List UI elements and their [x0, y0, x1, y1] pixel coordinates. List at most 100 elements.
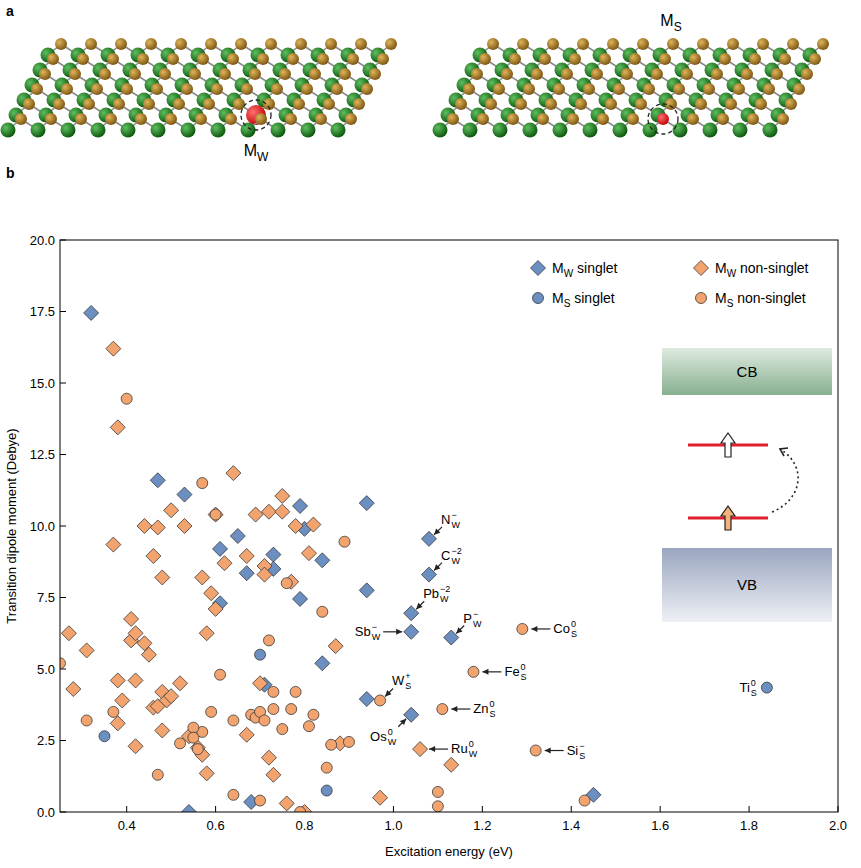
x-tick [126, 806, 127, 812]
x-tick [749, 806, 750, 812]
x-tick-label: 1.6 [651, 818, 669, 833]
data-point [261, 750, 276, 765]
data-point [81, 715, 92, 726]
data-point [259, 715, 270, 726]
y-tick-label: 17.5 [30, 304, 55, 319]
chalcogen-atom [339, 68, 351, 80]
annotation-text: Sb [355, 624, 371, 639]
metal-atom [553, 123, 568, 138]
data-point [188, 732, 199, 743]
chalcogen-atom [487, 38, 499, 50]
data-point [317, 606, 328, 617]
name-part: non-singlet [736, 260, 808, 276]
data-point [239, 566, 254, 581]
x-tick [660, 806, 661, 812]
data-point [155, 723, 170, 738]
data-point [373, 790, 388, 805]
data-point [177, 519, 192, 534]
annotation-label: W+S [392, 671, 411, 691]
data-point [306, 517, 321, 532]
chalcogen-atom [703, 83, 715, 95]
annotation-subscript: S [405, 681, 411, 691]
name-part: M [715, 290, 727, 306]
chalcogen-atom [295, 38, 307, 50]
spin-arrow [721, 506, 735, 530]
chalcogen-atom [785, 98, 797, 110]
data-point [99, 731, 110, 742]
data-point [290, 686, 301, 697]
annotation-superscript: 0 [571, 619, 576, 629]
chalcogen-atom [575, 98, 587, 110]
chalcogen-atom [741, 68, 753, 80]
annotation-superscript: − [473, 609, 478, 619]
chalcogen-atom [271, 83, 283, 95]
legend-marker [696, 293, 707, 304]
y-tick [60, 311, 66, 312]
data-point [199, 766, 214, 781]
annotation-text: N [441, 512, 450, 527]
data-point [210, 509, 221, 520]
data-point [437, 704, 448, 715]
data-point [275, 504, 290, 519]
y-tick [60, 383, 66, 384]
chalcogen-atom [235, 38, 247, 50]
x-tick-label: 0.6 [207, 818, 225, 833]
data-point [444, 757, 459, 772]
data-point [253, 676, 268, 691]
metal-atom [733, 123, 748, 138]
chalcogen-atom [167, 53, 179, 65]
data-point [359, 692, 374, 707]
name-part: singlet [570, 290, 614, 306]
chalcogen-atom [523, 83, 535, 95]
x-tick-label: 1.0 [384, 818, 402, 833]
data-point [413, 742, 428, 757]
chalcogen-atom [45, 113, 57, 125]
metal-atom [493, 123, 508, 138]
name-part: M [715, 260, 727, 276]
data-point [328, 639, 343, 654]
data-point [293, 498, 308, 513]
annotation-arrowhead [451, 706, 457, 712]
annotation: Ti0S [739, 678, 756, 698]
defect-ring [648, 104, 678, 134]
data-point [277, 724, 288, 735]
chalcogen-atom [309, 68, 321, 80]
chalcogen-atom [485, 98, 497, 110]
data-point [279, 796, 294, 811]
chalcogen-atom [531, 68, 543, 80]
chalcogen-atom [755, 98, 767, 110]
annotation-superscript: − [451, 510, 456, 520]
annotation-text: Co [553, 621, 570, 636]
chalcogen-atom [517, 38, 529, 50]
data-point [150, 520, 165, 535]
annotation-subscript: W [451, 520, 460, 530]
chalcogen-atom [211, 83, 223, 95]
chalcogen-atom [181, 83, 193, 95]
chalcogen-atom [697, 38, 709, 50]
legend-marker [533, 293, 544, 304]
chalcogen-atom [85, 38, 97, 50]
data-point [288, 519, 303, 534]
chalcogen-atom [225, 113, 237, 125]
data-point [255, 649, 266, 660]
chalcogen-atom [113, 98, 125, 110]
chalcogen-atom [463, 83, 475, 95]
chalcogen-atom [173, 98, 185, 110]
metal-atom [331, 123, 346, 138]
chalcogen-atom [547, 38, 559, 50]
data-point [268, 686, 279, 697]
data-point [215, 669, 226, 680]
annotation-label: Co0S [553, 619, 577, 639]
chalcogen-atom [757, 38, 769, 50]
chalcogen-atom [673, 83, 685, 95]
data-point [761, 682, 772, 693]
annotation-superscript: 0 [751, 678, 756, 688]
conduction-band [662, 348, 832, 395]
chalcogen-atom [175, 38, 187, 50]
chalcogen-atom [355, 38, 367, 50]
data-point [152, 769, 163, 780]
chalcogen-atom [61, 83, 73, 95]
chalcogen-atom [83, 98, 95, 110]
data-point [248, 507, 263, 522]
x-tick-label: 2.0 [829, 818, 847, 833]
